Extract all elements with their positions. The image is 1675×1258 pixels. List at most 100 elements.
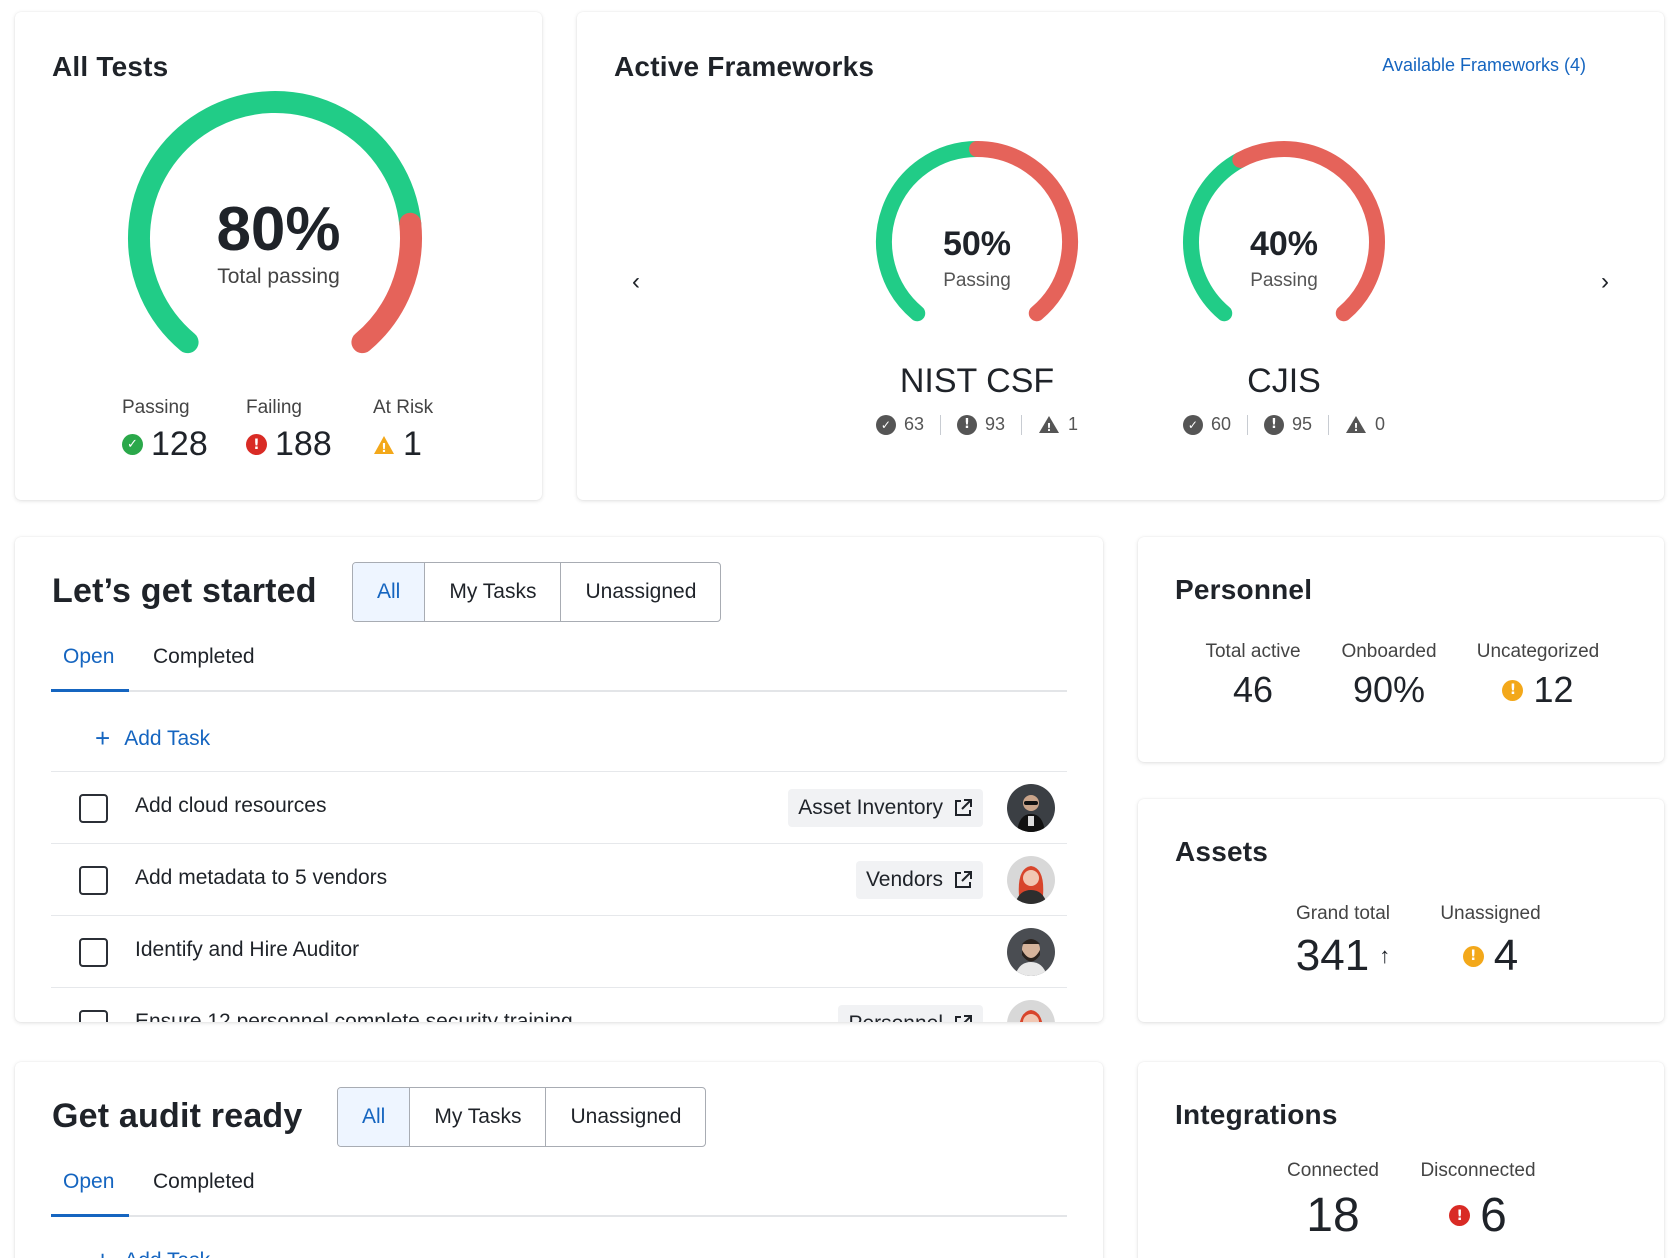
framework-passing-count: 63 bbox=[903, 414, 924, 434]
plus-icon: + bbox=[95, 723, 111, 753]
filter-unassigned-button[interactable]: Unassigned bbox=[570, 1105, 682, 1128]
filter-unassigned-button[interactable]: Unassigned bbox=[585, 580, 697, 603]
audit-ready-card: Get audit ready All My Tasks Unassigned … bbox=[15, 1062, 1103, 1258]
get-started-card: Let’s get started All My Tasks Unassigne… bbox=[15, 537, 1103, 1022]
add-task-button[interactable]: + Add Task bbox=[95, 1245, 210, 1258]
external-link-icon bbox=[955, 871, 972, 888]
avatar-man-sunglasses[interactable] bbox=[1007, 784, 1055, 832]
task-row: Identify and Hire Auditor bbox=[51, 915, 1067, 987]
tab-completed[interactable]: Completed bbox=[153, 645, 255, 668]
metric-value: 90% bbox=[1352, 669, 1426, 710]
get-started-title: Let’s get started bbox=[52, 572, 317, 610]
avatar-woman-red-hair[interactable] bbox=[1007, 1000, 1055, 1022]
active-tab-indicator bbox=[51, 689, 129, 692]
metric-value: 4 bbox=[1493, 931, 1519, 980]
add-task-button[interactable]: + Add Task bbox=[95, 723, 210, 754]
framework-failing-count: 95 bbox=[1291, 414, 1313, 434]
check-circle-icon: ✓ bbox=[875, 414, 896, 435]
task-link-chip[interactable]: Personnel bbox=[838, 1005, 983, 1022]
task-checkbox[interactable] bbox=[79, 938, 108, 967]
stat-at-risk-label: At Risk bbox=[373, 397, 434, 418]
svg-text:!: ! bbox=[1047, 421, 1052, 434]
framework-percent: 50% bbox=[942, 225, 1012, 263]
external-link-icon bbox=[955, 799, 972, 816]
task-filter-group: All My Tasks Unassigned bbox=[352, 562, 722, 622]
framework-risk-count: 0 bbox=[1375, 414, 1386, 434]
metric-value: 12 bbox=[1533, 669, 1574, 710]
task-checkbox[interactable] bbox=[79, 1010, 108, 1022]
integrations-card[interactable]: Integrations Connected 18 Disconnected !… bbox=[1138, 1062, 1664, 1258]
framework-name: NIST CSF bbox=[899, 362, 1055, 400]
framework-failing-count: 93 bbox=[984, 414, 1006, 434]
task-checkbox[interactable] bbox=[79, 866, 108, 895]
task-checkbox[interactable] bbox=[79, 794, 108, 823]
active-frameworks-card: Active Frameworks Available Frameworks (… bbox=[577, 12, 1664, 500]
arrow-up-icon: ↑ bbox=[1379, 943, 1391, 968]
framework-passing-label: Passing bbox=[1250, 270, 1318, 291]
framework-cjis[interactable]: 40% Passing CJIS ✓ 60 ! 95 ! 0 bbox=[1154, 132, 1414, 442]
task-row: Ensure 12 personnel complete security tr… bbox=[51, 987, 1067, 1022]
metric-connected: Connected 18 bbox=[1258, 1160, 1408, 1243]
add-task-label: Add Task bbox=[124, 726, 211, 750]
external-link-icon bbox=[955, 1015, 972, 1022]
framework-nist-csf[interactable]: 50% Passing NIST CSF ✓ 63 ! 93 ! 1 bbox=[847, 132, 1107, 442]
framework-failing-arc bbox=[1232, 141, 1385, 322]
task-row: Add cloud resources Asset Inventory bbox=[51, 771, 1067, 843]
task-row: Add metadata to 5 vendors Vendors bbox=[51, 843, 1067, 915]
task-link-chip[interactable]: Vendors bbox=[855, 861, 983, 899]
task-text: Ensure 12 personnel complete security tr… bbox=[135, 1010, 573, 1022]
carousel-prev-button[interactable]: ‹ bbox=[632, 268, 640, 295]
stat-failing-label: Failing bbox=[246, 397, 302, 418]
metric-label: Onboarded bbox=[1341, 641, 1437, 662]
error-circle-icon: ! bbox=[246, 434, 267, 455]
task-link-chip[interactable]: Asset Inventory bbox=[788, 789, 983, 827]
warning-triangle-icon: ! bbox=[374, 435, 394, 455]
available-frameworks-link[interactable]: Available Frameworks (4) bbox=[1382, 55, 1586, 75]
divider bbox=[1328, 414, 1330, 435]
tab-open[interactable]: Open bbox=[63, 645, 115, 668]
framework-gauge bbox=[876, 141, 1078, 322]
active-tab-indicator bbox=[51, 1214, 129, 1217]
metric-label: Grand total bbox=[1296, 903, 1390, 924]
gauge-failing-arc bbox=[351, 212, 422, 354]
avatar-woman-red-hair[interactable] bbox=[1007, 856, 1055, 904]
svg-text:!: ! bbox=[381, 441, 386, 455]
carousel-next-button[interactable]: › bbox=[1601, 268, 1609, 295]
metric-unassigned: Unassigned ! 4 bbox=[1418, 903, 1563, 981]
gauge-passing-arc bbox=[128, 91, 422, 354]
metric-value: 18 bbox=[1306, 1189, 1360, 1242]
check-circle-icon: ✓ bbox=[1182, 414, 1203, 435]
metric-value: 6 bbox=[1480, 1189, 1507, 1242]
integrations-title: Integrations bbox=[1175, 1099, 1338, 1130]
metric-value: 341 bbox=[1295, 931, 1370, 980]
filter-my-tasks-button[interactable]: My Tasks bbox=[410, 1088, 547, 1146]
framework-percent: 40% bbox=[1249, 225, 1319, 263]
check-circle-icon: ✓ bbox=[122, 434, 143, 455]
assets-card[interactable]: Assets Grand total 341 ↑ Unassigned ! 4 bbox=[1138, 799, 1664, 1022]
all-tests-subtitle: Total passing bbox=[217, 265, 340, 288]
divider bbox=[939, 414, 941, 435]
framework-passing-count: 60 bbox=[1210, 414, 1231, 434]
framework-passing-arc bbox=[876, 141, 985, 322]
all-tests-gauge bbox=[128, 91, 422, 354]
error-circle-icon: ! bbox=[1263, 414, 1284, 435]
filter-all-button[interactable]: All bbox=[338, 1088, 411, 1146]
error-circle-icon: ! bbox=[1449, 1205, 1471, 1226]
all-tests-card: All Tests 80% Total passing Passing ✓ 12… bbox=[15, 12, 542, 500]
task-text: Identify and Hire Auditor bbox=[135, 938, 360, 961]
metric-total-active: Total active 46 bbox=[1193, 641, 1313, 711]
task-filter-group: All My Tasks Unassigned bbox=[337, 1087, 707, 1147]
plus-icon: + bbox=[95, 1245, 110, 1258]
tab-completed[interactable]: Completed bbox=[153, 1170, 255, 1193]
all-tests-percent: 80% bbox=[216, 195, 341, 264]
avatar-man-beard[interactable] bbox=[1007, 928, 1055, 976]
stat-passing-label: Passing bbox=[122, 397, 190, 418]
all-tests-title: All Tests bbox=[52, 51, 169, 82]
filter-my-tasks-button[interactable]: My Tasks bbox=[425, 563, 562, 621]
metric-label: Unassigned bbox=[1440, 903, 1541, 924]
personnel-card[interactable]: Personnel Total active 46 Onboarded 90% … bbox=[1138, 537, 1664, 762]
filter-all-button[interactable]: All bbox=[353, 563, 426, 621]
framework-risk-count: 1 bbox=[1068, 414, 1079, 434]
frameworks-title: Active Frameworks bbox=[614, 51, 875, 82]
tab-open[interactable]: Open bbox=[63, 1170, 115, 1193]
